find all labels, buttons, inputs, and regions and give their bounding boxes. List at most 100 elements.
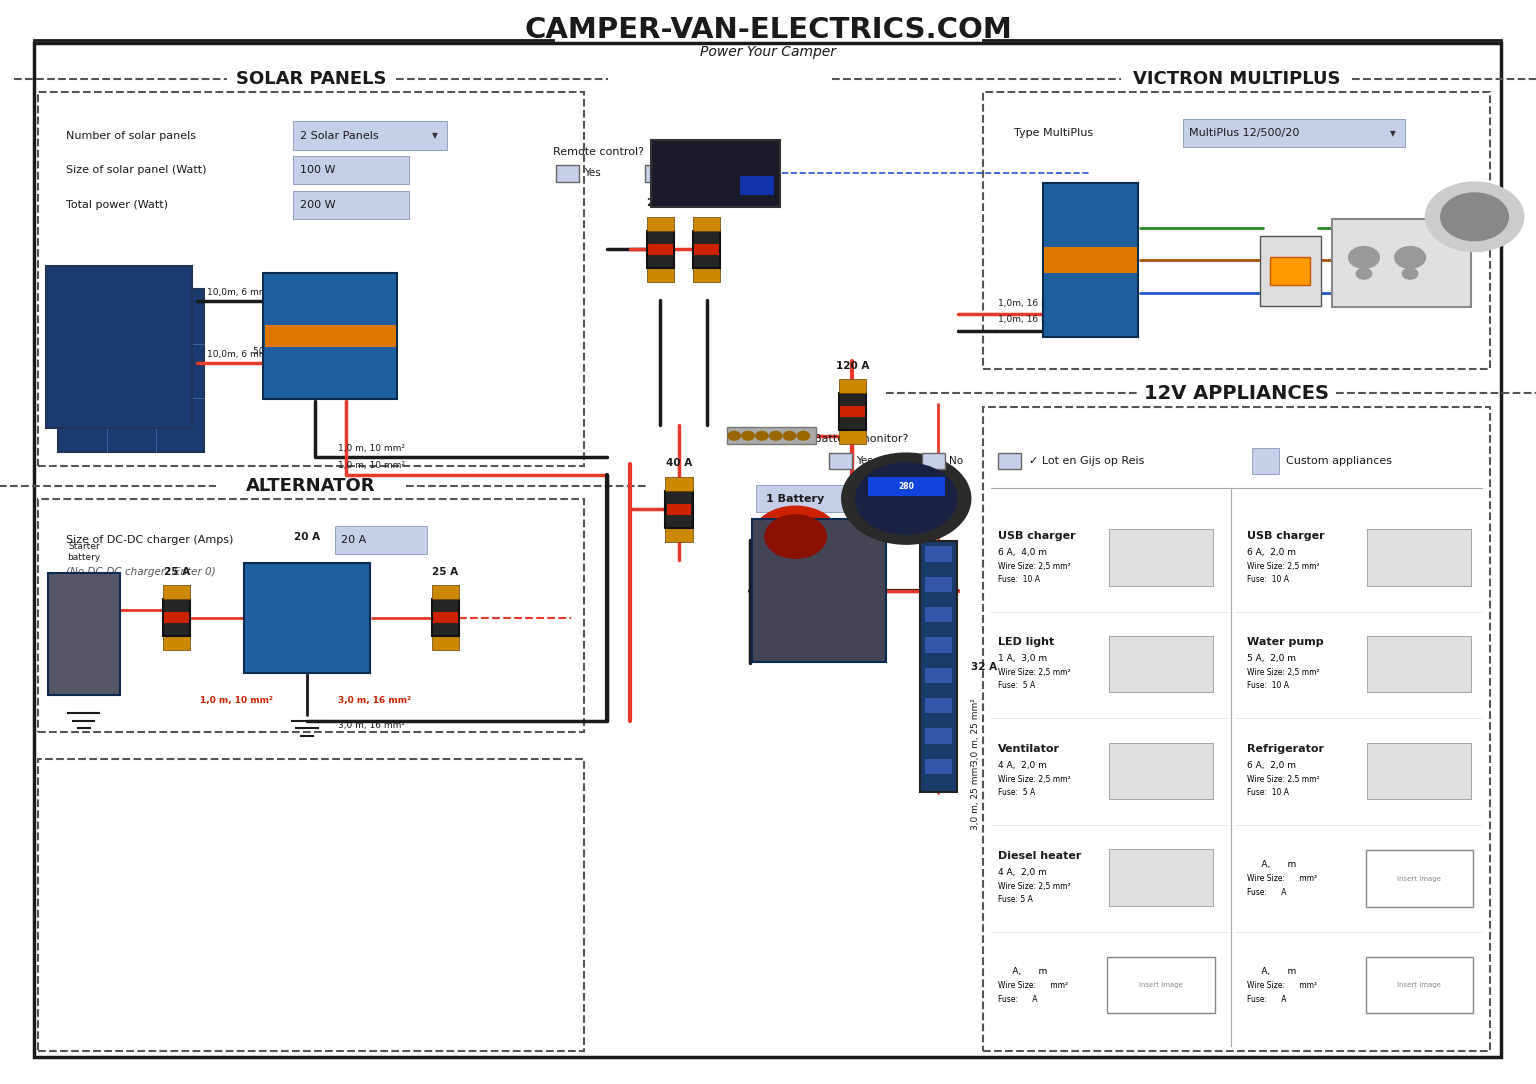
Text: Type MultiPlus: Type MultiPlus (1014, 128, 1094, 139)
Text: 1,0m, 25 mm²: 1,0m, 25 mm² (865, 469, 874, 533)
FancyBboxPatch shape (1043, 183, 1138, 337)
FancyBboxPatch shape (925, 637, 952, 653)
Text: 280: 280 (899, 482, 914, 491)
Text: LED light: LED light (998, 637, 1055, 647)
Text: 3,0 m, 25 mm²: 3,0 m, 25 mm² (971, 698, 980, 765)
FancyBboxPatch shape (647, 231, 674, 268)
Text: 3,0 m, 25 mm²: 3,0 m, 25 mm² (971, 763, 980, 830)
Text: No: No (673, 168, 687, 179)
Circle shape (1425, 182, 1524, 251)
FancyBboxPatch shape (925, 728, 952, 744)
FancyBboxPatch shape (667, 504, 691, 515)
FancyBboxPatch shape (164, 612, 189, 623)
FancyBboxPatch shape (829, 452, 852, 468)
Text: No: No (949, 455, 963, 466)
FancyBboxPatch shape (1109, 636, 1213, 693)
Text: 100 W: 100 W (300, 165, 335, 176)
FancyBboxPatch shape (665, 528, 693, 542)
Text: A,      m: A, m (998, 967, 1048, 976)
Text: Size of solar panel (Watt): Size of solar panel (Watt) (66, 165, 206, 176)
Text: Yes: Yes (584, 168, 601, 179)
FancyBboxPatch shape (1366, 850, 1473, 906)
Text: Wire Size: 2,5 mm²: Wire Size: 2,5 mm² (1247, 775, 1319, 784)
Text: Wire Size:      mm²: Wire Size: mm² (998, 981, 1069, 990)
FancyBboxPatch shape (740, 176, 774, 195)
Text: Fuse:  5 A: Fuse: 5 A (998, 788, 1035, 797)
Circle shape (742, 431, 754, 440)
FancyBboxPatch shape (264, 325, 395, 347)
Text: Water pump: Water pump (1247, 637, 1324, 647)
Circle shape (1441, 193, 1508, 241)
Text: Number of solar panels: Number of solar panels (66, 130, 197, 141)
Circle shape (765, 515, 826, 558)
Text: A,      m: A, m (1247, 860, 1296, 869)
FancyBboxPatch shape (163, 585, 190, 599)
Text: Starter
battery: Starter battery (68, 542, 100, 562)
FancyBboxPatch shape (840, 406, 865, 417)
FancyBboxPatch shape (922, 452, 945, 468)
Text: Fuse:      A: Fuse: A (1247, 888, 1286, 898)
FancyBboxPatch shape (925, 577, 952, 592)
Text: Insert Image: Insert Image (1398, 982, 1441, 989)
FancyBboxPatch shape (264, 273, 396, 400)
FancyBboxPatch shape (293, 121, 447, 150)
FancyBboxPatch shape (293, 191, 409, 219)
FancyBboxPatch shape (1107, 957, 1215, 1014)
Text: 1,0m, 16 mm²: 1,0m, 16 mm² (998, 315, 1063, 324)
Circle shape (797, 431, 809, 440)
Text: 32 A: 32 A (971, 661, 997, 672)
Text: MultiPlus 12/500/20: MultiPlus 12/500/20 (1189, 128, 1299, 139)
Text: 4 A,  2,0 m: 4 A, 2,0 m (998, 761, 1048, 770)
FancyBboxPatch shape (665, 477, 693, 491)
Text: Fuse:  10 A: Fuse: 10 A (1247, 682, 1289, 691)
Circle shape (842, 453, 971, 544)
FancyBboxPatch shape (432, 636, 459, 650)
FancyBboxPatch shape (556, 165, 579, 181)
Text: ✓: ✓ (837, 455, 845, 466)
Text: 1,0 m, 10 mm²: 1,0 m, 10 mm² (338, 462, 406, 470)
FancyBboxPatch shape (839, 430, 866, 444)
FancyBboxPatch shape (1044, 247, 1137, 273)
Text: ✓: ✓ (564, 168, 571, 179)
Text: Battery monitor?: Battery monitor? (814, 434, 908, 444)
FancyBboxPatch shape (925, 759, 952, 774)
FancyBboxPatch shape (1366, 957, 1473, 1014)
Text: Refrigerator: Refrigerator (1247, 744, 1324, 754)
FancyBboxPatch shape (925, 546, 952, 562)
FancyBboxPatch shape (1260, 236, 1321, 306)
Text: 20 A: 20 A (293, 532, 321, 542)
Text: 6 A,  2,0 m: 6 A, 2,0 m (1247, 547, 1296, 556)
Text: Ventilator: Ventilator (998, 744, 1060, 754)
FancyBboxPatch shape (693, 217, 720, 231)
Text: 50 V/15 A: 50 V/15 A (253, 347, 298, 356)
FancyBboxPatch shape (432, 599, 459, 636)
FancyBboxPatch shape (293, 156, 409, 184)
FancyBboxPatch shape (998, 453, 1021, 469)
FancyBboxPatch shape (727, 427, 816, 444)
FancyBboxPatch shape (839, 393, 866, 430)
Text: ▼: ▼ (1390, 129, 1396, 138)
Text: 6 A,  2,0 m: 6 A, 2,0 m (1247, 761, 1296, 770)
Text: 10,0m, 6 mm²: 10,0m, 6 mm² (207, 288, 272, 297)
FancyBboxPatch shape (839, 379, 866, 393)
FancyBboxPatch shape (648, 244, 673, 255)
Text: Insert Image: Insert Image (1138, 982, 1183, 989)
FancyBboxPatch shape (163, 599, 190, 636)
FancyBboxPatch shape (163, 636, 190, 650)
Text: 6 A,  4,0 m: 6 A, 4,0 m (998, 547, 1048, 556)
FancyBboxPatch shape (1367, 636, 1471, 693)
Text: Wire Size:      mm²: Wire Size: mm² (1247, 874, 1316, 883)
Text: Yes: Yes (856, 455, 872, 466)
Text: Wire Size: 2,5 mm²: Wire Size: 2,5 mm² (1247, 669, 1319, 678)
FancyBboxPatch shape (1109, 849, 1213, 905)
Text: Fuse:  10 A: Fuse: 10 A (1247, 575, 1289, 583)
Text: 20 A: 20 A (341, 534, 366, 545)
FancyBboxPatch shape (244, 563, 370, 673)
FancyBboxPatch shape (925, 668, 952, 683)
FancyBboxPatch shape (920, 541, 957, 792)
Text: USB charger: USB charger (998, 531, 1077, 541)
Circle shape (783, 431, 796, 440)
Text: (No DC-DC charger? Enter 0): (No DC-DC charger? Enter 0) (66, 567, 215, 578)
FancyBboxPatch shape (1367, 743, 1471, 799)
Text: Fuse:  5 A: Fuse: 5 A (998, 682, 1035, 691)
